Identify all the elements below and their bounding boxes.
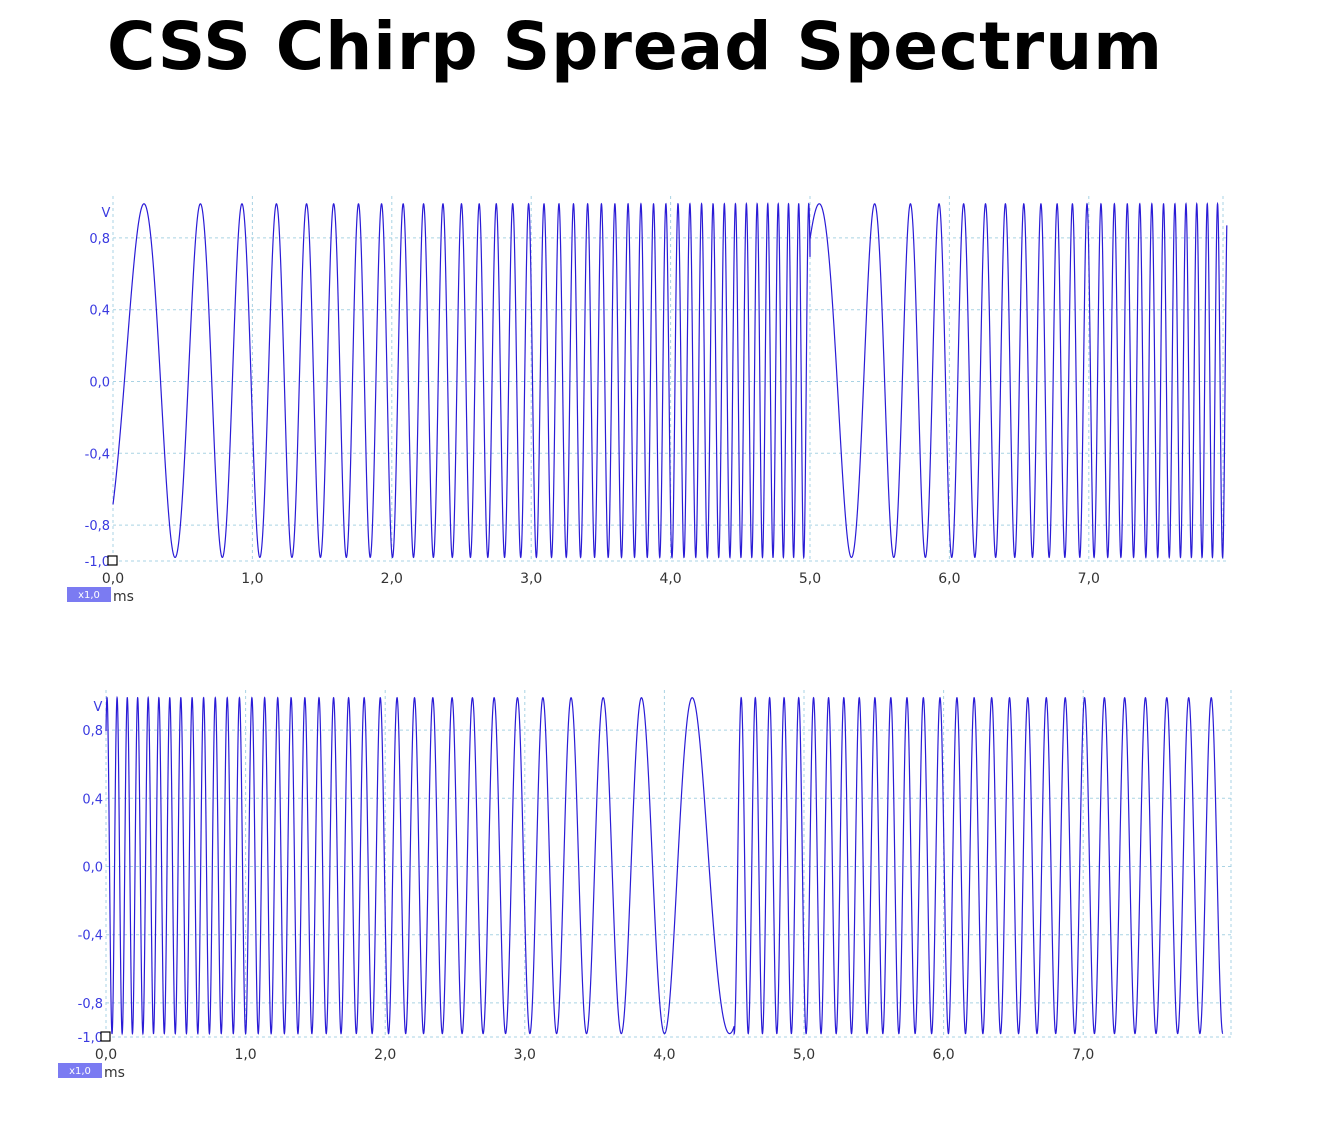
cursor-marker (100, 1031, 111, 1042)
x-tick-label: 2,0 (381, 571, 403, 587)
x-tick-label: 4,0 (653, 1047, 675, 1063)
y-tick-label: -0,4 (78, 929, 103, 944)
y-tick-label: 0,4 (89, 304, 110, 319)
x-tick-label: 7,0 (1078, 571, 1100, 587)
x-tick-label: 0,0 (95, 1047, 117, 1063)
x-tick-label: 1,0 (234, 1047, 256, 1063)
x-unit-label: ms (104, 1065, 125, 1081)
chirp-chart-downchirp: 0,80,40,0-0,4-0,8-1,00,0 1,0 2,0 3,0 4,0 5,0 6… (58, 690, 1234, 1081)
y-tick-label: 0,8 (89, 232, 110, 247)
x-unit-label: ms (113, 589, 134, 605)
chirp-chart-upchirp: 0,80,40,0-0,4-0,8-1,00,0 1,0 2,0 3,0 4,0 5,0 6… (67, 196, 1228, 605)
scale-badge (58, 1063, 102, 1078)
y-tick-label: 0,4 (82, 792, 103, 807)
y-tick-label: -1,0 (85, 555, 110, 570)
x-tick-label: 6,0 (938, 571, 960, 587)
x-tick-label: 1,0 (241, 571, 263, 587)
page-title: CSS Chirp Spread Spectrum (107, 8, 1163, 85)
x-tick-label: 6,0 (932, 1047, 954, 1063)
x-tick-label: 5,0 (799, 571, 821, 587)
x-tick-label: 2,0 (374, 1047, 396, 1063)
x-tick-label: 3,0 (520, 571, 542, 587)
y-tick-label: -0,8 (78, 997, 103, 1012)
x-tick-label: 4,0 (659, 571, 681, 587)
scale-badge-label: x1,0 (78, 590, 100, 601)
y-tick-label: 0,0 (89, 376, 110, 391)
cursor-marker (107, 555, 118, 566)
signal-trace (112, 201, 1228, 560)
y-unit-label: V (102, 206, 111, 221)
y-tick-label: -0,4 (85, 447, 110, 462)
y-unit-label: V (94, 700, 103, 715)
y-tick-label: -0,8 (85, 519, 110, 534)
x-tick-label: 3,0 (514, 1047, 536, 1063)
scale-badge-label: x1,0 (69, 1066, 91, 1077)
y-tick-label: -1,0 (78, 1031, 103, 1046)
x-tick-label: 7,0 (1072, 1047, 1094, 1063)
y-tick-label: 0,8 (82, 724, 103, 739)
x-tick-label: 0,0 (102, 571, 124, 587)
scale-badge (67, 587, 111, 602)
y-tick-label: 0,0 (82, 861, 103, 876)
signal-trace (105, 695, 1224, 1036)
x-tick-label: 5,0 (793, 1047, 815, 1063)
